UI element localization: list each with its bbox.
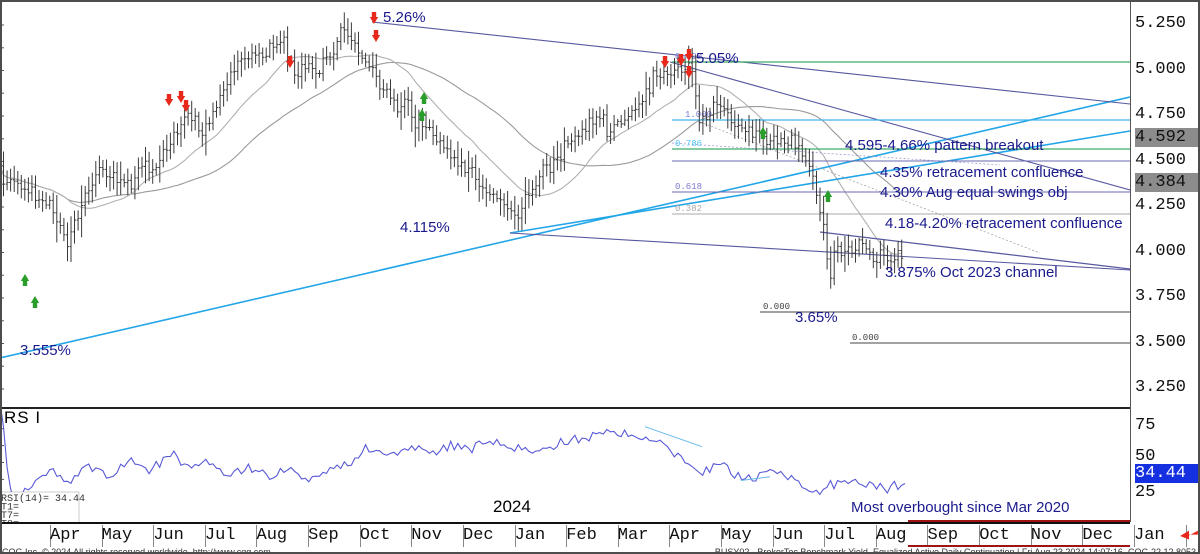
svg-text:3.65%: 3.65% [795,309,838,326]
svg-text:3.875% Oct 2023 channel: 3.875% Oct 2023 channel [885,264,1058,281]
svg-text:0.786: 0.786 [675,139,702,149]
svg-text:0.000: 0.000 [852,333,879,343]
svg-text:5.26%: 5.26% [383,9,426,26]
svg-text:4.30% Aug equal swings obj: 4.30% Aug equal swings obj [880,184,1068,201]
svg-text:5.05%: 5.05% [696,50,739,67]
svg-text:0.382: 0.382 [675,204,702,214]
svg-text:4.35% retracement confluence: 4.35% retracement confluence [880,164,1083,181]
svg-text:4.115%: 4.115% [400,219,450,236]
svg-text:0.618: 0.618 [675,182,702,192]
svg-text:3.555%: 3.555% [20,342,71,359]
svg-text:0.000: 0.000 [763,302,790,312]
svg-text:4.18-4.20% retracement conflue: 4.18-4.20% retracement confluence [885,215,1123,232]
svg-text:2024: 2024 [493,497,531,516]
svg-text:RS I: RS I [4,409,41,427]
svg-text:4.595-4.66% pattern breakout: 4.595-4.66% pattern breakout [845,137,1044,154]
svg-text:Most overbought since Mar 2020: Most overbought since Mar 2020 [851,499,1069,516]
svg-text:1.000: 1.000 [685,110,712,120]
